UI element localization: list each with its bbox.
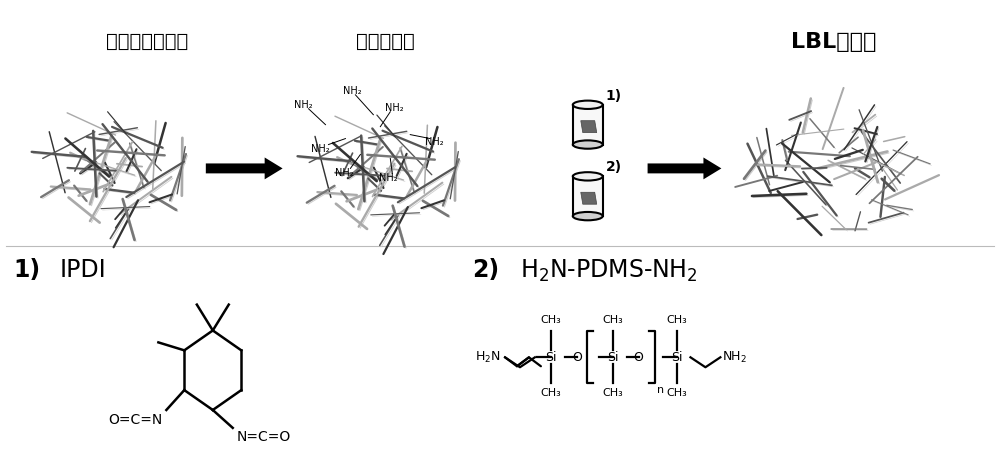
Ellipse shape bbox=[573, 140, 603, 149]
Text: CH₃: CH₃ bbox=[666, 388, 687, 398]
Text: O: O bbox=[572, 351, 582, 364]
Ellipse shape bbox=[573, 212, 603, 220]
Text: 2): 2) bbox=[472, 258, 499, 282]
FancyBboxPatch shape bbox=[573, 177, 603, 216]
Polygon shape bbox=[581, 192, 597, 204]
Text: NH₂: NH₂ bbox=[385, 103, 404, 113]
Text: Si: Si bbox=[545, 351, 557, 364]
Text: 表面氨基化: 表面氨基化 bbox=[356, 32, 415, 51]
Polygon shape bbox=[206, 158, 283, 179]
Ellipse shape bbox=[573, 100, 603, 109]
Text: NH₂: NH₂ bbox=[425, 137, 443, 147]
Text: CH₃: CH₃ bbox=[602, 316, 623, 326]
Text: 二氧化钛纤维膜: 二氧化钛纤维膜 bbox=[106, 32, 188, 51]
Text: N=C=O: N=C=O bbox=[237, 430, 291, 444]
Text: O=C=N: O=C=N bbox=[108, 413, 162, 427]
Text: LBL自组装: LBL自组装 bbox=[791, 32, 877, 52]
Polygon shape bbox=[648, 158, 721, 179]
Text: CH₃: CH₃ bbox=[540, 388, 561, 398]
Text: 1): 1) bbox=[606, 89, 622, 103]
Text: NH₂: NH₂ bbox=[294, 100, 313, 110]
Text: n: n bbox=[657, 385, 664, 395]
Text: 1): 1) bbox=[13, 258, 40, 282]
FancyBboxPatch shape bbox=[573, 105, 603, 145]
Text: IPDI: IPDI bbox=[59, 258, 106, 282]
Text: CH₃: CH₃ bbox=[602, 388, 623, 398]
Text: 2): 2) bbox=[606, 160, 622, 174]
Text: CH₃: CH₃ bbox=[666, 316, 687, 326]
Text: CH₃: CH₃ bbox=[540, 316, 561, 326]
Text: NH₂: NH₂ bbox=[335, 169, 354, 178]
Text: NH₂: NH₂ bbox=[343, 86, 362, 96]
Text: NH$_2$: NH$_2$ bbox=[722, 350, 747, 365]
Text: O: O bbox=[634, 351, 644, 364]
Text: H$_2$N-PDMS-NH$_2$: H$_2$N-PDMS-NH$_2$ bbox=[520, 258, 697, 284]
Text: NH₂: NH₂ bbox=[311, 144, 330, 154]
Text: NH₂: NH₂ bbox=[379, 173, 398, 183]
Text: H$_2$N: H$_2$N bbox=[475, 350, 501, 365]
Text: Si: Si bbox=[671, 351, 682, 364]
Polygon shape bbox=[581, 121, 597, 133]
Ellipse shape bbox=[573, 172, 603, 180]
Text: Si: Si bbox=[607, 351, 618, 364]
